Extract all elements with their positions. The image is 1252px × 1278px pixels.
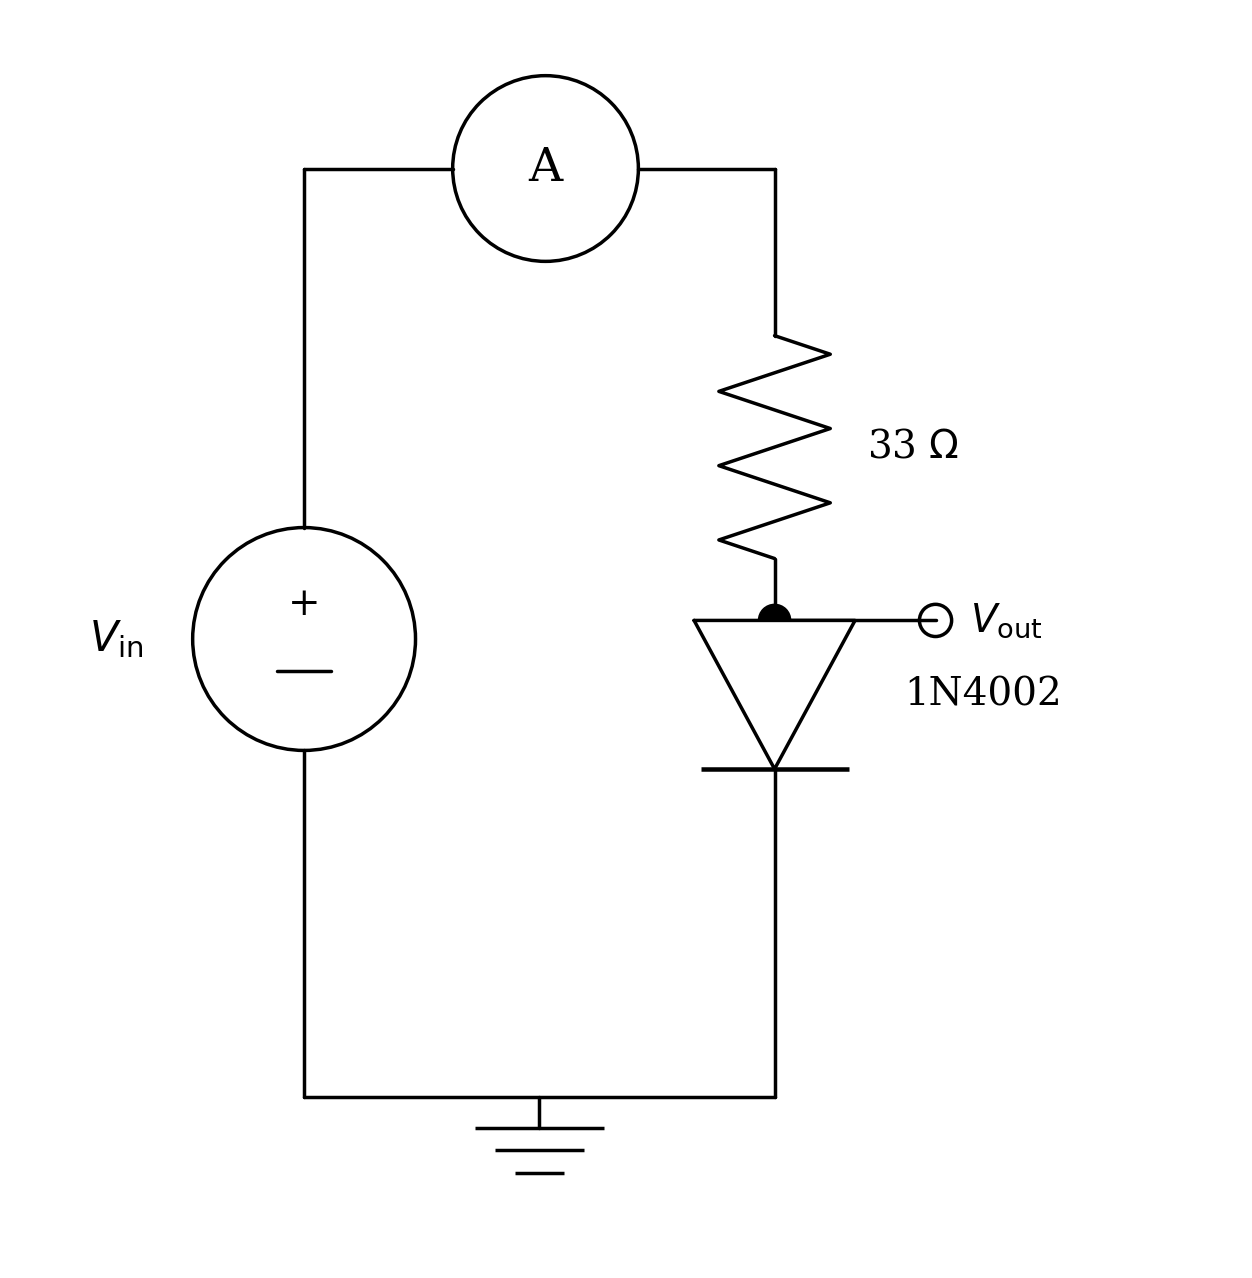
Text: 1N4002: 1N4002 xyxy=(905,676,1063,713)
Polygon shape xyxy=(694,620,855,769)
Text: $V_{\mathrm{in}}$: $V_{\mathrm{in}}$ xyxy=(89,619,143,659)
Text: A: A xyxy=(528,146,562,192)
Text: $V_{\mathrm{out}}$: $V_{\mathrm{out}}$ xyxy=(970,601,1043,640)
Text: 33 $\Omega$: 33 $\Omega$ xyxy=(868,428,959,465)
Text: +: + xyxy=(288,585,321,622)
Circle shape xyxy=(759,604,791,636)
